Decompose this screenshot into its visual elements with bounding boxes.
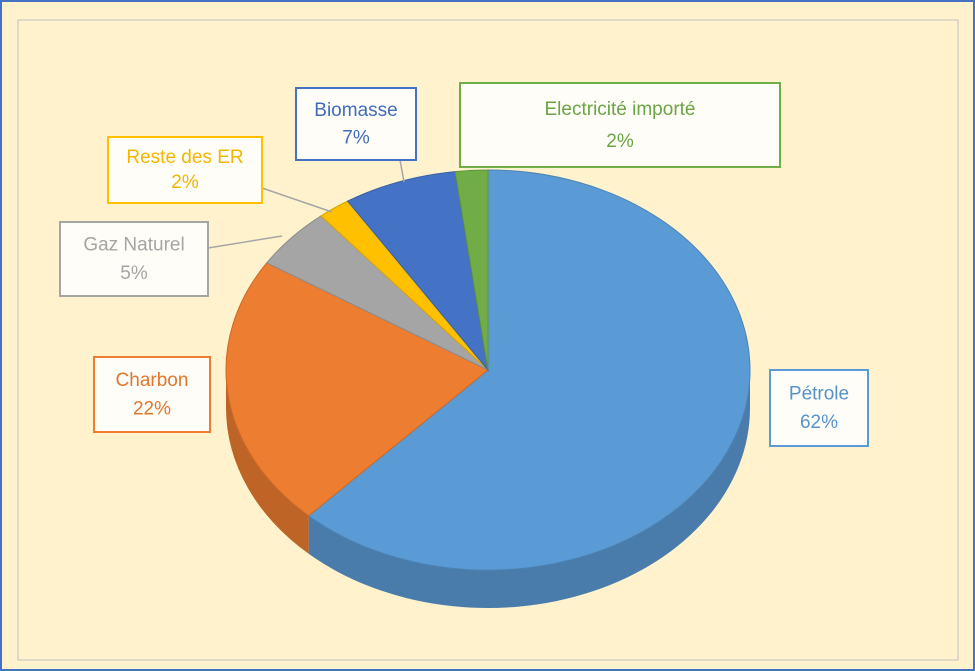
slice-side (226, 370, 309, 554)
label-category: Electricité importé (545, 99, 696, 120)
leader-line (399, 159, 405, 183)
label-box (93, 356, 211, 433)
label-category: Reste des ER (126, 147, 243, 168)
label-value: 7% (342, 127, 370, 148)
label-category: Gaz Naturel (83, 235, 184, 256)
slice (225, 262, 489, 517)
label-value: 5% (120, 263, 148, 284)
label-box (59, 221, 209, 297)
slice (346, 171, 489, 372)
leader-line (207, 235, 283, 249)
label-category: Charbon (116, 370, 189, 391)
label-box (459, 82, 781, 168)
label-value: 62% (800, 412, 838, 433)
label-box (107, 136, 263, 204)
leader-line (261, 187, 333, 213)
label-category: Biomasse (314, 100, 397, 121)
label-value: 22% (133, 399, 171, 420)
slice-side (308, 370, 750, 608)
label-box (295, 87, 417, 161)
label-box (769, 369, 869, 447)
label-category: Pétrole (789, 383, 849, 404)
plot-area (17, 19, 959, 661)
label-value: 2% (606, 131, 634, 152)
slice (307, 169, 751, 571)
label-value: 2% (171, 172, 199, 193)
slice (454, 169, 489, 371)
